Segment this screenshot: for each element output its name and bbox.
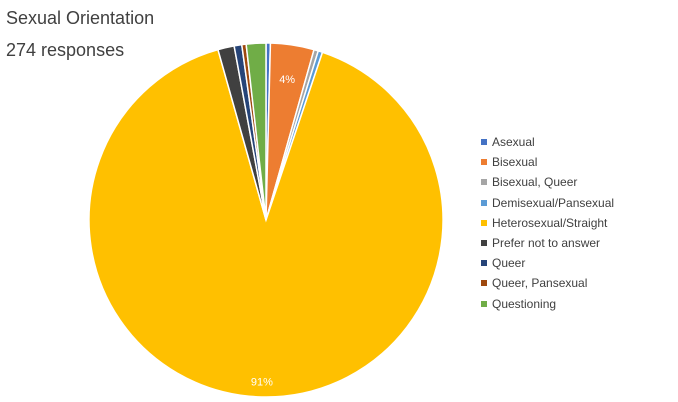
- legend-swatch: [481, 240, 487, 247]
- legend-swatch: [481, 280, 487, 287]
- legend-swatch: [481, 260, 487, 267]
- legend-label: Asexual: [492, 135, 535, 149]
- pie-slice-questioning: [245, 42, 267, 221]
- legend-swatch: [481, 199, 487, 206]
- legend-item: Questioning: [481, 294, 614, 314]
- legend-swatch: [481, 300, 487, 307]
- chart-title: Sexual Orientation: [6, 8, 155, 28]
- legend-item: Queer, Pansexual: [481, 273, 614, 293]
- legend-label: Prefer not to answer: [492, 235, 601, 250]
- legend-item: Prefer not to answer: [481, 233, 614, 253]
- legend-label: Bisexual: [492, 155, 538, 170]
- legend-item: Bisexual: [481, 152, 614, 172]
- legend-label: Queer: [492, 256, 526, 271]
- legend-label: Queer, Pansexual: [492, 276, 588, 291]
- legend-item: Queer: [481, 253, 614, 273]
- legend-item: Heterosexual/Straight: [481, 213, 614, 233]
- legend-swatch: [481, 179, 487, 186]
- legend-label: Heterosexual/Straight: [492, 215, 608, 230]
- legend-item: Bisexual, Queer: [481, 172, 614, 192]
- chart-legend: Asexual Bisexual Bisexual, Queer Demisexual…: [481, 132, 614, 314]
- response-count: 274 responses: [6, 40, 125, 60]
- data-label: 4%: [279, 74, 295, 86]
- legend-label: Questioning: [492, 296, 557, 311]
- legend-swatch: [481, 139, 487, 146]
- legend-label: Bisexual, Queer: [492, 175, 578, 190]
- legend-label: Demisexual/Pansexual: [492, 195, 615, 210]
- legend-item: Asexual: [481, 132, 614, 152]
- pie-slice-heterosexual-straight: [88, 48, 444, 398]
- legend-swatch: [481, 219, 487, 226]
- legend-swatch: [481, 159, 487, 166]
- legend-item: Demisexual/Pansexual: [481, 193, 614, 213]
- data-label: 91%: [251, 377, 273, 389]
